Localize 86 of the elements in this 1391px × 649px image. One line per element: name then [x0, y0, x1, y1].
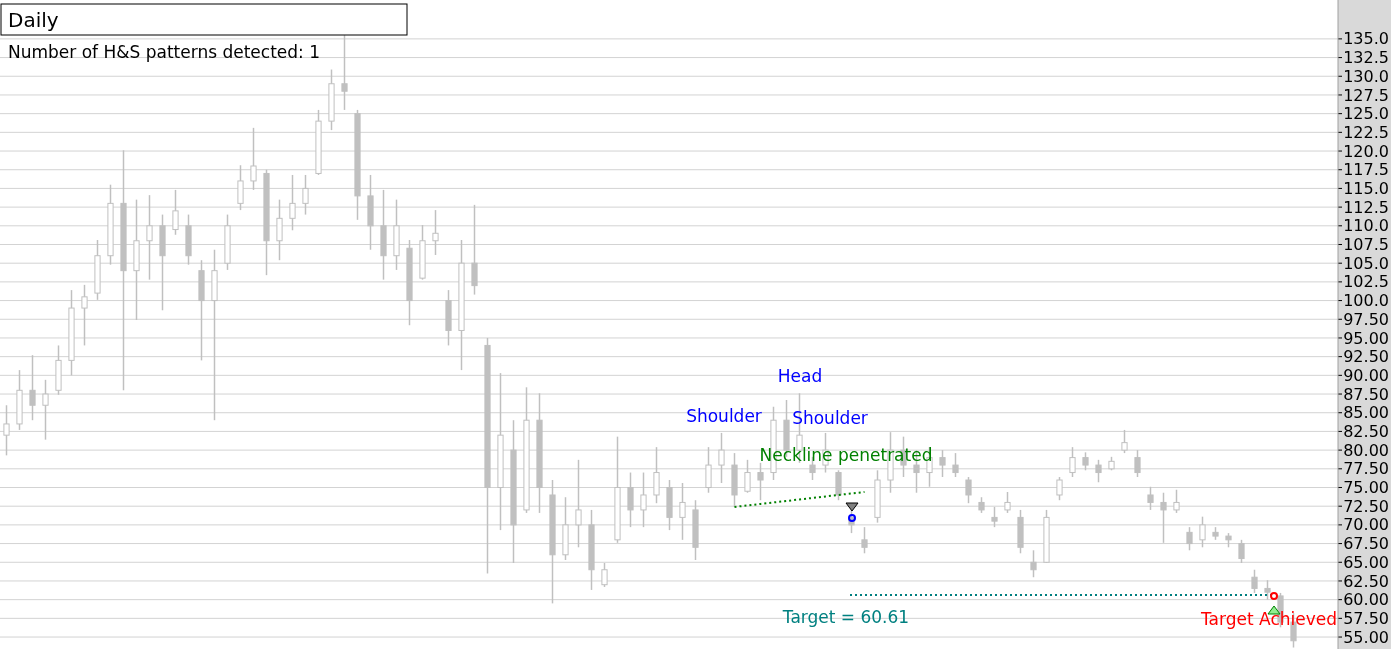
candlestick [1004, 491, 1011, 514]
candlestick [1199, 515, 1206, 549]
y-tick-label: 95.00 [1343, 328, 1389, 348]
y-tick-label: 77.50 [1343, 459, 1389, 479]
candlestick [705, 446, 712, 494]
annotation: Shoulder [792, 408, 868, 428]
y-tick-label: 117.5 [1343, 160, 1389, 180]
candlestick [341, 34, 348, 111]
candlestick [744, 459, 751, 494]
annotation: Neckline penetrated [759, 445, 933, 465]
candlestick [1186, 526, 1193, 552]
y-tick-label: 125.0 [1343, 104, 1389, 124]
y-tick-label: 110.0 [1343, 216, 1389, 236]
candlestick [1238, 539, 1245, 564]
y-tick-label: 67.50 [1343, 534, 1389, 554]
y-tick-label: 105.0 [1343, 253, 1389, 273]
y-tick-label: 72.50 [1343, 496, 1389, 516]
candlestick [1173, 488, 1180, 514]
y-tick-label: 57.50 [1343, 608, 1389, 628]
y-tick-label: 90.00 [1343, 365, 1389, 385]
candlestick [3, 404, 10, 457]
candlestick [289, 174, 296, 232]
candlestick [1095, 459, 1102, 484]
ref-line-label: Target = 60.61 [781, 607, 910, 628]
y-tick-label: 112.5 [1343, 197, 1389, 217]
candlestick [471, 204, 478, 296]
y-tick-label: 60.00 [1343, 590, 1389, 610]
y-tick-label: 120.0 [1343, 141, 1389, 161]
y-tick-label: 75.00 [1343, 478, 1389, 498]
candlestick [1121, 429, 1128, 454]
candlestick [653, 446, 660, 504]
y-tick-label: 100.0 [1343, 291, 1389, 311]
y-tick-label: 55.00 [1343, 627, 1389, 647]
candlestick [237, 164, 244, 211]
candlestick [146, 194, 153, 281]
candlestick [575, 459, 582, 549]
y-tick-label: 87.50 [1343, 384, 1389, 404]
y-tick-label: 85.00 [1343, 403, 1389, 423]
candlestick [718, 432, 725, 484]
candlestick [250, 127, 257, 191]
annotation: Shoulder [686, 406, 762, 426]
candlestick [29, 354, 36, 421]
y-tick-label: 130.0 [1343, 66, 1389, 86]
y-tick-label: 62.50 [1343, 571, 1389, 591]
candlestick [679, 482, 686, 541]
y-tick-label: 135.0 [1343, 29, 1389, 49]
y-tick-label: 132.5 [1343, 48, 1389, 68]
candlestick [1160, 491, 1167, 544]
candlestick [1251, 568, 1258, 594]
annotation: Number of H&S patterns detected: 1 [8, 42, 321, 62]
candlestick [757, 462, 764, 501]
candlestick [991, 506, 998, 528]
candlestick [627, 471, 634, 528]
candlestick [1030, 549, 1037, 578]
y-tick-label: 122.5 [1343, 122, 1389, 142]
y-tick-label: 70.00 [1343, 515, 1389, 535]
y-tick-label: 82.50 [1343, 422, 1389, 442]
candlestick [1147, 486, 1154, 511]
y-tick-label: 65.00 [1343, 552, 1389, 572]
candlestick [861, 526, 868, 555]
candlestick [302, 174, 309, 216]
candlestick [965, 476, 972, 504]
y-tick-label: 97.50 [1343, 309, 1389, 329]
annotation: Target Achieved [1200, 609, 1337, 629]
candlestick [1264, 579, 1271, 601]
candlestick [276, 198, 283, 261]
y-tick-label: 107.5 [1343, 235, 1389, 255]
candlestick [1069, 446, 1076, 478]
annotation: Head [777, 366, 823, 386]
candlestick [1134, 449, 1141, 478]
candlestick [1056, 476, 1063, 501]
y-tick-label: 127.5 [1343, 85, 1389, 105]
candlestick [601, 562, 608, 588]
candlestick [640, 471, 647, 528]
y-tick-label: 115.0 [1343, 179, 1389, 199]
candlestick [81, 284, 88, 347]
candlestick [952, 452, 959, 478]
candlestick [42, 379, 49, 441]
candlestick [835, 469, 842, 501]
text: Daily [8, 8, 59, 32]
y-tick-label: 92.50 [1343, 347, 1389, 367]
y-tick-label: 80.00 [1343, 440, 1389, 460]
candlestick [432, 209, 439, 256]
candlestick [172, 189, 179, 236]
candlestick [939, 449, 946, 478]
y-tick-label: 102.5 [1343, 272, 1389, 292]
